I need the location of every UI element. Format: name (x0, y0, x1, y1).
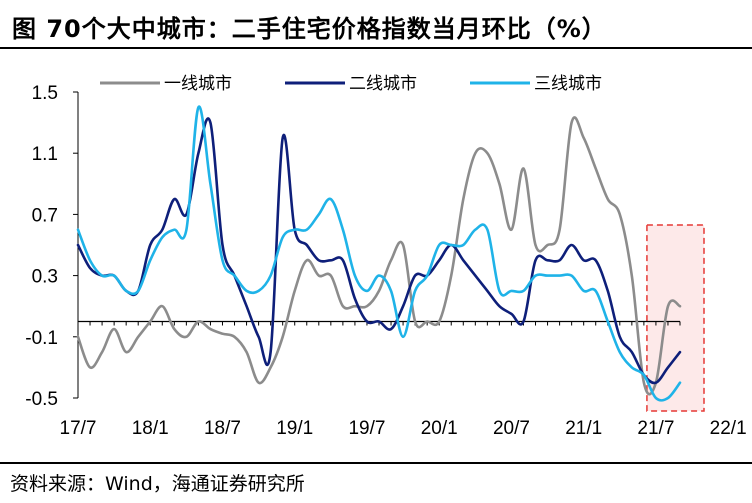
legend-item-tier3-label: 三线城市 (534, 74, 602, 94)
top-rule (0, 47, 752, 49)
x-tick-label: 20/1 (421, 418, 458, 439)
x-tick-label: 19/7 (348, 418, 385, 439)
x-tick-label: 22/1 (710, 418, 747, 439)
x-tick-label: 18/1 (132, 418, 169, 439)
series-line-tier1 (76, 116, 682, 396)
source-note: 资料来源：Wind，海通证券研究所 (10, 473, 305, 495)
x-tick-label: 17/7 (60, 418, 97, 439)
y-tick-label: 0.3 (32, 267, 58, 288)
y-tick-label: -0.5 (25, 389, 58, 410)
title-bar: 图 70个大中城市：二手住宅价格指数当月环比（%） (0, 0, 752, 46)
x-tick-label: 20/7 (493, 418, 530, 439)
y-tick-label: 0.7 (32, 205, 58, 226)
x-tick-label: 21/1 (565, 418, 602, 439)
y-tick-label: -0.1 (25, 328, 58, 349)
chart-title: 图 70个大中城市：二手住宅价格指数当月环比（%） (12, 15, 607, 43)
y-tick-label: 1.1 (32, 144, 58, 165)
series-line-tier3 (76, 105, 682, 402)
x-tick-label: 21/7 (637, 418, 674, 439)
y-tick-label: 1.5 (32, 83, 58, 104)
x-tick-label: 19/1 (276, 418, 313, 439)
legend-item-tier1-label: 一线城市 (164, 74, 232, 94)
x-tick-label: 18/7 (204, 418, 241, 439)
bottom-rule (0, 462, 752, 464)
series-line-tier2 (76, 117, 682, 385)
legend-item-tier2-label: 二线城市 (349, 74, 417, 94)
